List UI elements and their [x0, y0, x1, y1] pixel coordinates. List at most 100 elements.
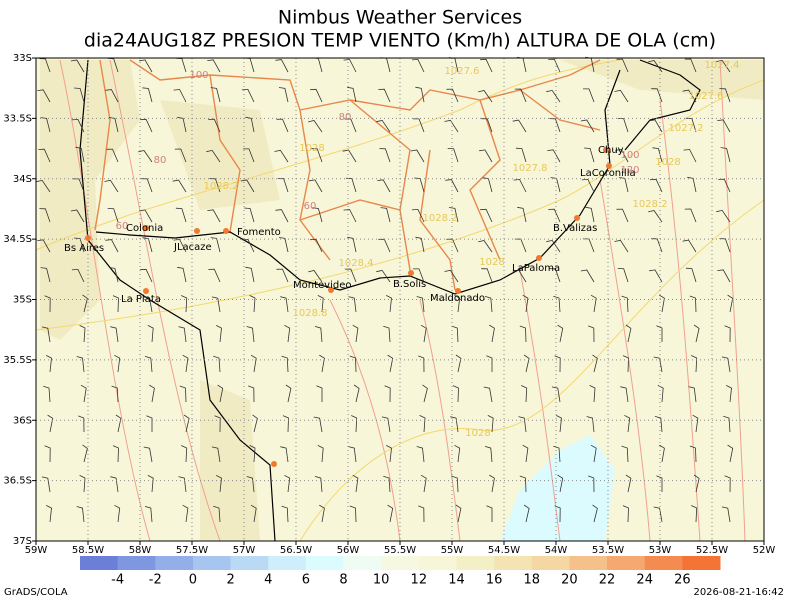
wind-barb — [584, 147, 595, 163]
wind-barb — [349, 505, 357, 523]
wind-barb — [140, 118, 153, 133]
wind-barb — [387, 354, 394, 373]
wind-barb — [515, 147, 527, 163]
wind-barb — [347, 86, 357, 103]
wind-barb — [41, 326, 51, 343]
wind-barb — [692, 414, 699, 433]
wind-barb — [38, 148, 51, 163]
wind-barb — [547, 149, 561, 163]
colorbar-swatch — [381, 556, 420, 570]
contour-label: 1027.6 — [445, 66, 480, 77]
wind-barb — [625, 324, 632, 343]
y-axis-label: 36.5S — [3, 476, 32, 487]
contour-label: 80 — [339, 112, 352, 123]
wind-barb — [418, 355, 425, 373]
wind-barb — [110, 326, 119, 343]
wind-barb — [275, 59, 289, 73]
wind-barb — [114, 504, 121, 523]
wind-barb — [624, 414, 631, 433]
y-axis-label: 36S — [13, 415, 32, 426]
wind-barb — [376, 269, 391, 283]
wind-barb — [484, 446, 493, 463]
wind-barb — [178, 476, 187, 493]
wind-barb — [620, 386, 629, 403]
wind-barb — [727, 294, 734, 313]
wind-barb — [454, 444, 461, 463]
wind-barb — [616, 208, 629, 223]
city-label: Chuy — [598, 145, 624, 156]
wind-barb — [682, 239, 697, 253]
wind-barb — [617, 118, 629, 133]
wind-barb — [82, 294, 88, 313]
wind-barb — [107, 208, 119, 223]
wind-barb — [352, 474, 359, 493]
x-axis-label: 53.5W — [592, 545, 624, 556]
wind-barb — [415, 86, 425, 103]
wind-barb — [348, 446, 357, 463]
wind-barb — [621, 445, 629, 463]
wind-barb — [79, 475, 86, 493]
wind-barb — [181, 295, 188, 313]
colorbar-swatch — [117, 556, 156, 570]
footer-left: GrADS/COLA — [4, 587, 68, 598]
wind-barb — [311, 148, 323, 163]
y-axis-label: 33.5S — [3, 113, 32, 124]
wind-barb — [316, 385, 323, 402]
wind-barb — [446, 88, 459, 103]
wind-barb — [182, 504, 189, 523]
wind-barb — [139, 59, 153, 73]
wind-barb — [444, 119, 459, 133]
wind-barb — [314, 326, 323, 343]
wind-barb — [213, 355, 221, 373]
colorbar-swatch — [418, 556, 457, 570]
city-label: B.Solis — [393, 279, 426, 290]
wind-barb — [104, 179, 119, 193]
wind-barb — [241, 238, 255, 253]
borders — [94, 59, 601, 291]
wind-barb — [208, 118, 221, 133]
wind-barb — [250, 354, 257, 373]
warm-patch — [560, 60, 764, 100]
wind-barb — [78, 415, 85, 433]
wind-barb — [422, 384, 428, 403]
contour-label: 1027.8 — [513, 163, 548, 174]
wind-barb — [616, 58, 629, 73]
wind-barb — [447, 148, 459, 163]
wind-barb — [585, 206, 595, 223]
wind-barb — [719, 238, 731, 253]
wind-barb — [625, 474, 632, 493]
wind-barb — [557, 474, 564, 493]
wind-barb — [284, 324, 291, 343]
x-axis-label: 55.5W — [384, 545, 416, 556]
wind-barb — [173, 239, 187, 253]
city-marker — [536, 255, 542, 261]
wind-barb — [553, 295, 561, 313]
wind-barb — [386, 445, 392, 463]
wind-barb — [46, 355, 52, 373]
wind-barb — [553, 445, 561, 463]
wind-barb — [518, 416, 527, 433]
wind-barb — [278, 87, 289, 103]
wind-barb — [142, 237, 153, 253]
wind-barb — [689, 445, 697, 463]
wind-barb — [281, 355, 289, 373]
wind-barb — [44, 295, 51, 313]
colorbar-label: 8 — [339, 573, 347, 588]
colorbar-swatch — [569, 556, 608, 570]
wind-barb — [586, 416, 595, 433]
city-marker — [574, 215, 580, 221]
wind-barb — [684, 58, 697, 73]
wind-barb — [207, 209, 221, 223]
wind-barb — [343, 209, 357, 223]
wind-barb — [284, 474, 291, 493]
x-axis-label: 52.5W — [696, 545, 728, 556]
city-marker — [271, 461, 277, 467]
contour-label: 1028.2 — [204, 181, 239, 192]
colorbar-label: -4 — [111, 573, 124, 588]
colorbar-label: 0 — [189, 573, 197, 588]
wind-barb — [246, 476, 255, 493]
wind-barb — [590, 294, 597, 313]
wind-barb — [217, 384, 224, 403]
wind-barb — [379, 148, 391, 163]
wind-barb — [726, 385, 732, 403]
